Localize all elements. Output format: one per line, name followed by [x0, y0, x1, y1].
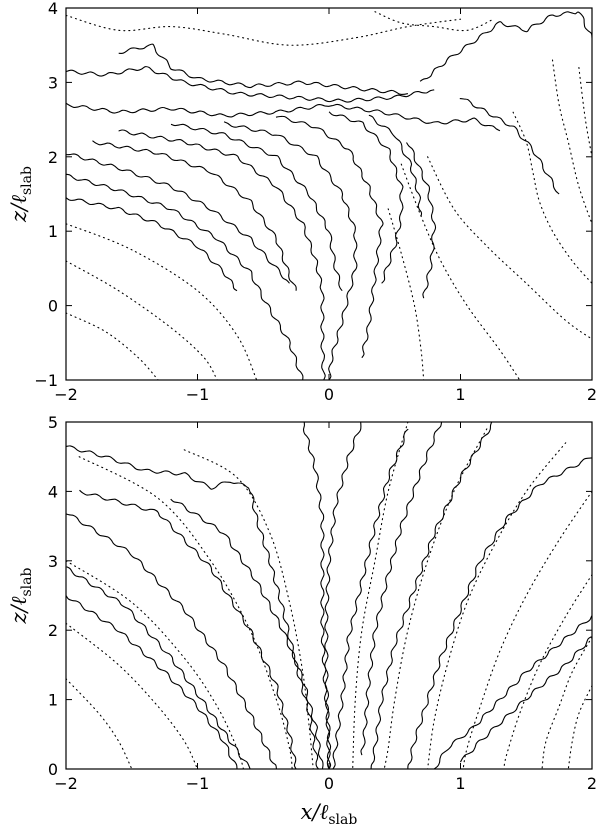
- trajectory-3: [92, 140, 297, 291]
- field-line-dotted-10: [541, 636, 592, 769]
- field-line-dotted-2: [66, 223, 258, 380]
- field-line-dotted-8: [387, 208, 425, 380]
- axis-label-ell: ℓ: [7, 195, 31, 204]
- y-tick-label: 2: [48, 148, 58, 167]
- y-tick-label: 1: [48, 222, 58, 241]
- trajectory-4: [66, 445, 319, 769]
- trajectory-7: [275, 115, 384, 358]
- x-tick-label: 2: [587, 774, 597, 793]
- x-tick-label: 1: [455, 774, 465, 793]
- trajectory-0: [66, 197, 238, 292]
- y-tick-label: −1: [34, 371, 58, 390]
- trajectory-13: [459, 636, 592, 763]
- field-line-dotted-4: [183, 449, 314, 769]
- y-tick-label: 4: [48, 0, 58, 18]
- axis-label-subscript: slab: [328, 812, 357, 828]
- trajectory-6: [223, 121, 358, 380]
- trajectory-5: [170, 123, 343, 292]
- trajectory-8: [332, 428, 409, 769]
- trajectory-10: [406, 142, 437, 299]
- axis-label-variable: x: [301, 800, 313, 824]
- field-line-dotted-7: [400, 163, 521, 380]
- field-line-dotted-5: [512, 111, 592, 284]
- x-tick-label: 1: [455, 385, 465, 404]
- axis-label-subscript: slab: [19, 166, 35, 195]
- field-line-dotted-8: [462, 490, 592, 769]
- field-line-dotted-7: [427, 442, 567, 769]
- y-tick-label: 4: [48, 482, 58, 501]
- y-tick-label: 3: [48, 73, 58, 92]
- y-axis-label: z/ℓslab: [7, 568, 35, 625]
- axis-label-variable: z: [7, 210, 31, 223]
- field-line-dotted-9: [503, 574, 592, 769]
- trajectory-1: [66, 566, 251, 769]
- y-tick-label: 0: [48, 297, 58, 316]
- trajectory-13: [118, 43, 408, 95]
- plot-area: [66, 11, 592, 380]
- field-line-dotted-0: [66, 312, 159, 380]
- trajectory-3: [79, 489, 297, 769]
- field-line-dotted-6: [383, 428, 488, 769]
- trajectory-10: [370, 422, 493, 769]
- axis-label-ell: ℓ: [320, 800, 329, 824]
- x-tick-label: 2: [587, 385, 597, 404]
- y-tick-label: 0: [48, 760, 58, 779]
- x-tick-label: −2: [54, 774, 78, 793]
- x-tick-label: −1: [186, 385, 210, 404]
- x-tick-label: 0: [324, 385, 334, 404]
- axis-label-slash: /: [311, 800, 322, 824]
- trajectory-11: [407, 457, 592, 769]
- trajectory-7: [324, 422, 362, 769]
- field-line-dotted-11: [567, 685, 592, 769]
- field-line-dotted-9: [578, 66, 592, 158]
- field-line-dotted-6: [427, 156, 592, 340]
- field-line-dotted-3: [66, 14, 462, 46]
- y-tick-label: 3: [48, 552, 58, 571]
- trajectory-5: [170, 498, 324, 769]
- trajectory-9: [360, 422, 443, 756]
- trajectory-14: [419, 11, 592, 82]
- axis-label-slash: /: [7, 202, 31, 213]
- x-axis-label: x/ℓslab: [301, 800, 358, 828]
- axis-label-subscript: slab: [19, 568, 35, 597]
- field-line-dotted-2: [66, 560, 245, 769]
- axis-label-ell: ℓ: [7, 596, 31, 605]
- y-tick-label: 1: [48, 691, 58, 710]
- axis-label-slash: /: [7, 603, 31, 614]
- x-tick-label: 0: [324, 774, 334, 793]
- trajectory-2: [66, 513, 277, 769]
- trajectory-15: [459, 98, 560, 195]
- axis-label-variable: z: [7, 611, 31, 624]
- y-axis-label: z/ℓslab: [7, 166, 35, 223]
- field-line-dotted-0: [66, 678, 133, 769]
- trajectory-12: [66, 66, 435, 103]
- x-tick-label: −1: [186, 774, 210, 793]
- axes-frame: [65, 7, 593, 381]
- trajectory-9: [368, 114, 423, 217]
- trajectory-2: [66, 153, 290, 284]
- field-line-dotted-10: [551, 59, 592, 225]
- x-tick-label: −2: [54, 385, 78, 404]
- field-line-dotted-1: [66, 260, 218, 380]
- trajectory-0: [66, 595, 238, 769]
- y-tick-label: 5: [48, 413, 58, 432]
- field-line-dotted-4: [374, 11, 494, 32]
- trajectory-11: [66, 102, 501, 132]
- trajectory-1: [66, 173, 304, 380]
- plot-area: [66, 422, 592, 769]
- y-tick-label: 2: [48, 621, 58, 640]
- trajectory-12: [433, 615, 592, 769]
- trajectory-8: [328, 111, 404, 284]
- trajectory-4: [118, 129, 326, 380]
- trajectory-6: [302, 422, 332, 769]
- field-line-dotted-5: [352, 422, 409, 769]
- field-line-dotted-3: [78, 456, 293, 769]
- field-line-dotted-1: [66, 622, 199, 769]
